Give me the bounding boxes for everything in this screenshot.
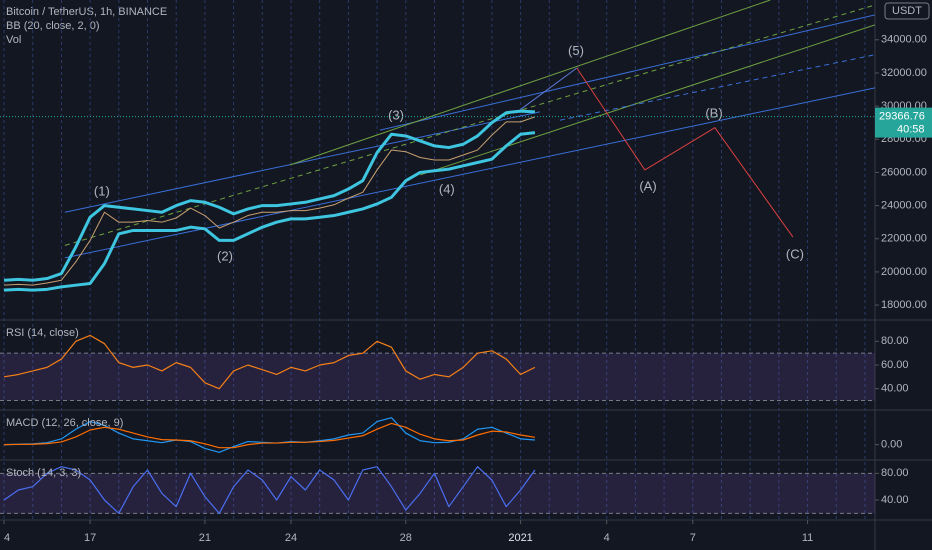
y-tick-label: 20000.00 [881, 266, 927, 278]
currency-box [884, 2, 930, 20]
wave-label: (B) [705, 105, 722, 120]
wave-label: (4) [439, 181, 455, 196]
x-tick-label: 7 [690, 532, 696, 544]
price-line [3, 116, 536, 286]
price-line [3, 131, 536, 292]
x-tick-label: 2021 [508, 532, 532, 544]
y-tick-label: 32000.00 [881, 67, 927, 79]
trend-line [289, 0, 771, 166]
indicator-line [3, 334, 536, 390]
y-tick-label: 60.00 [881, 359, 909, 371]
trend-line [419, 24, 875, 176]
currency-label: USDT [892, 5, 922, 17]
wave-label: (C) [786, 246, 804, 261]
chart-title: Bitcoin / TetherUS, 1h, BINANCE [6, 6, 167, 18]
plot-area [3, 0, 875, 292]
x-tick-label: 11 [802, 532, 813, 544]
y-tick-label: 26000.00 [881, 166, 927, 178]
y-tick-label: 40.00 [881, 494, 909, 506]
indicator-label: BB (20, close, 2, 0) [6, 20, 100, 32]
trend-line [64, 4, 875, 246]
countdown: 40:58 [897, 124, 925, 136]
wave-label: (A) [639, 178, 656, 193]
y-tick-label: 0.00 [881, 439, 902, 451]
x-tick-label: 21 [199, 532, 211, 544]
trend-line [520, 67, 578, 110]
pane-title: MACD (12, 26, close, 9) [6, 417, 123, 429]
wave-label: (1) [94, 183, 110, 198]
wave-label: (2) [217, 248, 233, 263]
indicator-label: Vol [6, 34, 21, 46]
y-tick-label: 34000.00 [881, 34, 927, 46]
pane-title: Stoch (14, 3, 3) [6, 467, 81, 479]
trend-line [379, 14, 875, 131]
x-tick-label: 28 [400, 532, 412, 544]
trend-line [576, 67, 794, 238]
indicator-line [3, 466, 536, 514]
x-tick-label: 4 [4, 532, 10, 544]
y-tick-label: 40.00 [881, 383, 909, 395]
x-tick-label: 4 [604, 532, 610, 544]
y-tick-label: 22000.00 [881, 233, 927, 245]
wave-label: (3) [388, 107, 404, 122]
y-tick-label: 18000.00 [881, 299, 927, 311]
x-tick-label: 24 [285, 532, 297, 544]
pane-title: RSI (14, close) [6, 327, 79, 339]
x-tick-label: 17 [84, 532, 96, 544]
y-tick-label: 80.00 [881, 467, 909, 479]
y-tick-label: 24000.00 [881, 200, 927, 212]
last-price-box [875, 107, 932, 138]
y-tick-label: 80.00 [881, 335, 909, 347]
indicator-line [4, 422, 536, 449]
trend-line [64, 111, 540, 213]
band-fill [0, 353, 875, 401]
price-line [3, 109, 536, 282]
wave-label: (5) [568, 43, 584, 58]
last-price-label: 29366.76 [879, 111, 925, 123]
